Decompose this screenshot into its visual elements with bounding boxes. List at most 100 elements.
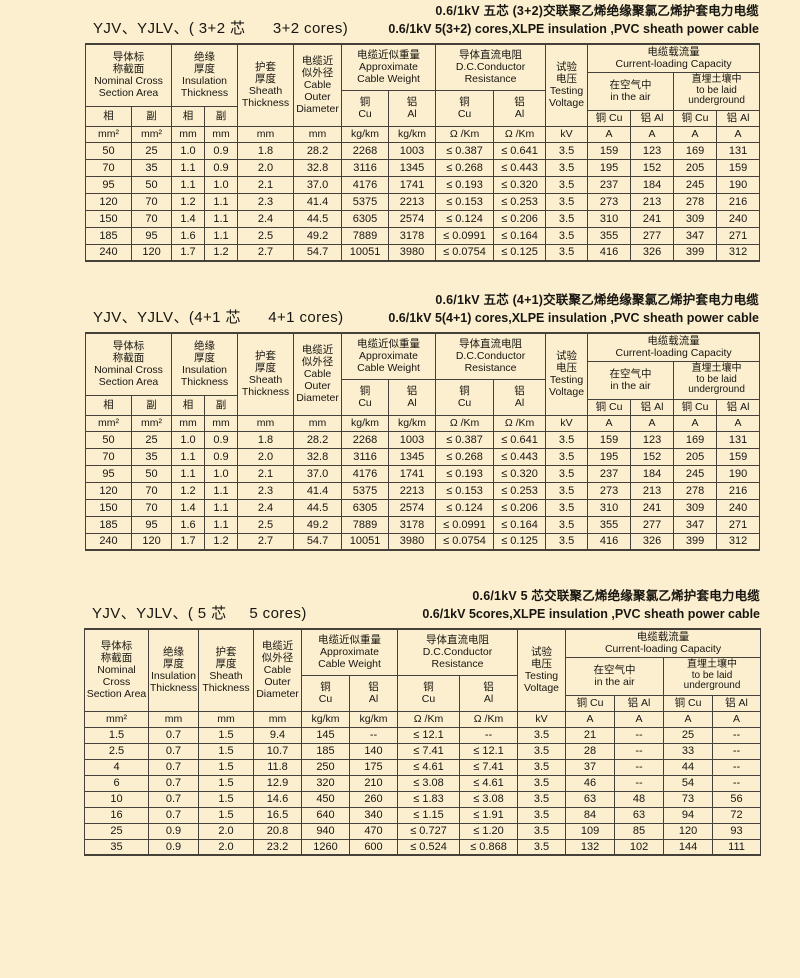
th-unit: A (712, 710, 762, 728)
th-unit: Ω /Km (435, 125, 495, 143)
table-cell: 0.9 (204, 158, 239, 177)
table-cell: 1.5 (198, 774, 254, 792)
table-cell: 35 (130, 158, 173, 177)
table-cell: 44.5 (293, 209, 343, 228)
cable-type-label: YJV、YJLV、(4+1 芯 4+1 cores) (93, 309, 344, 326)
table-cell: 1.1 (204, 498, 239, 517)
table-cell: 205 (673, 158, 718, 177)
table-row: 150 70 1.4 1.1 2.4 44.5 6305 2574 ≤ 0.124 ≤ 0.206… (85, 498, 761, 517)
table-cell: ≤ 0.641 (493, 141, 547, 160)
table-cell: 4 (84, 758, 149, 776)
table-cell: 3.5 (517, 806, 567, 824)
table-cell: 3.5 (545, 430, 589, 449)
spec-table-3plus2: 导体标 称截面 Nominal Cross Section Area 绝缘 厚度… (84, 43, 761, 262)
table-cell: 2.4 (237, 498, 295, 517)
th-aux: 副 (204, 394, 239, 416)
th-cable-weight: 电缆近似重量 Approximate Cable Weight (341, 43, 437, 91)
table-cell: ≤ 0.164 (493, 226, 547, 245)
table-cell: 9.4 (253, 726, 302, 744)
table-header: 导体标 称截面 Nominal Cross Section Area 绝缘 厚度… (84, 628, 762, 728)
th-cu-weight: 铜 Cu (341, 378, 390, 416)
table-cell: 63 (614, 806, 665, 824)
table-cell: ≤ 0.641 (493, 430, 547, 449)
table-cell: 131 (716, 430, 761, 449)
table-row: 1.5 0.7 1.5 9.4 145 -- ≤ 12.1 -- 3.5 21 -- 25 -- (84, 726, 762, 744)
table-cell: 1.6 (171, 515, 206, 534)
table-cell: 312 (716, 243, 761, 262)
table-cell: 111 (712, 838, 762, 856)
table-cell: 25 (130, 141, 173, 160)
table-cell: 3116 (341, 158, 390, 177)
th-unit: A (614, 710, 665, 728)
table-cell: 11.8 (253, 758, 302, 776)
table-cell: 93 (712, 822, 762, 840)
table-cell: 213 (630, 481, 675, 500)
section-3plus2: YJV、YJLV、( 3+2 芯 3+2 cores) 0.6/1kV 五芯 (… (84, 3, 761, 262)
th-current-capacity: 电缆载流量 Current-loading Capacity (587, 332, 761, 362)
th-unit: A (673, 414, 718, 432)
table-cell: 2.0 (237, 447, 295, 466)
table-row: 70 35 1.1 0.9 2.0 32.8 3116 1345 ≤ 0.268 ≤ 0.443 3… (85, 158, 761, 177)
th-unit: kg/km (341, 125, 390, 143)
table-cell: 54.7 (293, 532, 343, 551)
table-cell: 50 (85, 430, 132, 449)
table-cell: 169 (673, 430, 718, 449)
table-cell: 3980 (388, 243, 437, 262)
table-cell: -- (614, 774, 665, 792)
th-underground: 直埋土壤中 to be laid underground (663, 656, 762, 696)
th-underground: 直埋土壤中 to be laid underground (673, 71, 761, 111)
table-cell: 70 (130, 498, 173, 517)
th-al-air: 铝 Al (630, 109, 675, 127)
table-cell: 120 (663, 822, 714, 840)
table-cell: 14.6 (253, 790, 302, 808)
th-unit: A (716, 125, 761, 143)
table-cell: 1.8 (237, 141, 295, 160)
table-cell: 399 (673, 243, 718, 262)
table-cell: 2574 (388, 498, 437, 517)
table-row: 150 70 1.4 1.1 2.4 44.5 6305 2574 ≤ 0.124 ≤ 0.206… (85, 209, 761, 228)
title-chinese: 0.6/1kV 5 芯交联聚乙烯绝缘聚氯乙烯护套电力电缆 (472, 589, 760, 603)
table-cell: 3.5 (545, 481, 589, 500)
th-phase: 相 (85, 105, 132, 127)
th-insulation-thickness: 绝缘 厚度 Insulation Thickness (148, 628, 199, 712)
table-cell: 4176 (341, 464, 390, 483)
table-cell: 25 (663, 726, 714, 744)
table-cell: ≤ 0.443 (493, 158, 547, 177)
table-cell: 95 (85, 464, 132, 483)
table-cell: 470 (349, 822, 398, 840)
table-cell: 2.3 (237, 481, 295, 500)
table-cell: 49.2 (293, 226, 343, 245)
th-unit: mm (204, 414, 239, 432)
table-cell: 2268 (341, 430, 390, 449)
table-cell: 310 (587, 209, 632, 228)
table-cell: 41.4 (293, 481, 343, 500)
table-cell: ≤ 0.0991 (435, 515, 495, 534)
table-cell: 3178 (388, 226, 437, 245)
table-cell: ≤ 0.253 (493, 481, 547, 500)
table-cell: 48 (614, 790, 665, 808)
th-nominal-cross-section: 导体标 称截面 Nominal Cross Section Area (84, 628, 149, 712)
th-al-underground: 铝 Al (712, 694, 762, 712)
th-aux: 副 (130, 394, 173, 416)
table-cell: 1.1 (171, 447, 206, 466)
table-cell: 0.9 (148, 838, 199, 856)
table-cell: 159 (587, 141, 632, 160)
th-unit: kg/km (301, 710, 350, 728)
th-unit: mm (204, 125, 239, 143)
th-unit: mm² (85, 125, 132, 143)
table-cell: 7889 (341, 515, 390, 534)
table-cell: 120 (85, 481, 132, 500)
table-cell: 3.5 (517, 758, 567, 776)
table-row: 16 0.7 1.5 16.5 640 340 ≤ 1.15 ≤ 1.91 3.5 84 63 94 7… (84, 806, 762, 824)
table-cell: 4176 (341, 175, 390, 194)
th-sheath-thickness: 护套 厚度 Sheath Thickness (237, 332, 295, 416)
table-cell: 50 (130, 175, 173, 194)
table-cell: 0.9 (148, 822, 199, 840)
th-testing-voltage: 试验 电压 Testing Voltage (545, 43, 589, 127)
th-cu-underground: 铜 Cu (663, 694, 714, 712)
table-row: 10 0.7 1.5 14.6 450 260 ≤ 1.83 ≤ 3.08 3.5 63 48 73 5… (84, 790, 762, 808)
section-titles: 0.6/1kV 五芯 (4+1)交联聚乙烯绝缘聚氯乙烯护套电力电缆 0.6/1k… (388, 292, 759, 327)
table-cell: 3.5 (517, 742, 567, 760)
table-cell: 277 (630, 515, 675, 534)
table-cell: 85 (614, 822, 665, 840)
